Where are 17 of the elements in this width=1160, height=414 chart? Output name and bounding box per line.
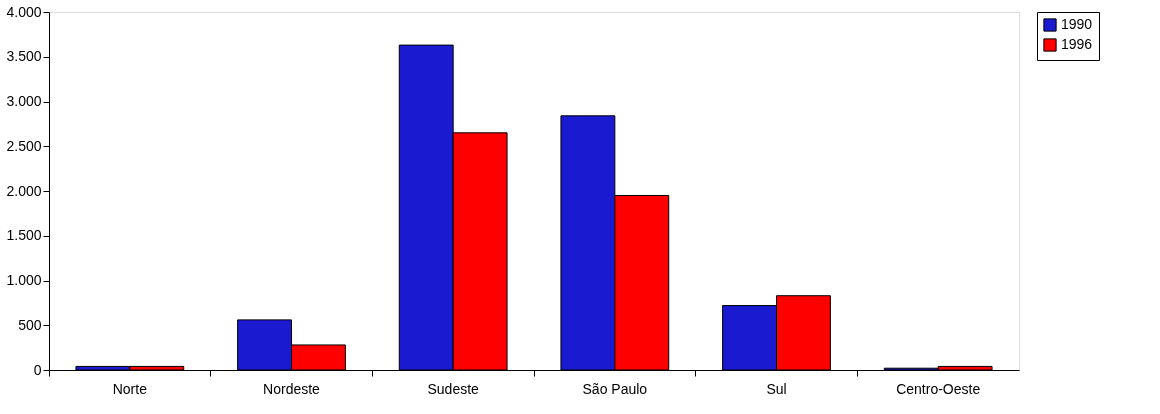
legend-label: 1996 (1061, 36, 1093, 52)
x-tick-label: Norte (112, 380, 148, 397)
x-tick-label: Sul (766, 380, 787, 397)
legend-label: 1990 (1061, 16, 1093, 32)
y-tick-label: 500 (18, 316, 42, 333)
x-tick-label: São Paulo (582, 380, 648, 397)
y-tick-label: 2.500 (6, 137, 42, 154)
x-tick-label: Centro-Oeste (896, 380, 981, 397)
y-tick-label: 0 (33, 361, 42, 378)
y-tick-label: 2.000 (6, 182, 42, 199)
y-tick-label: 4.000 (6, 3, 42, 20)
x-tick-label: Sudeste (427, 380, 480, 397)
y-tick-label: 3.500 (6, 48, 42, 65)
x-tick-label: Nordeste (263, 380, 321, 397)
y-tick-label: 3.000 (6, 93, 42, 109)
y-tick-label: 1.000 (6, 272, 42, 288)
y-tick-label: 1.500 (6, 227, 42, 244)
